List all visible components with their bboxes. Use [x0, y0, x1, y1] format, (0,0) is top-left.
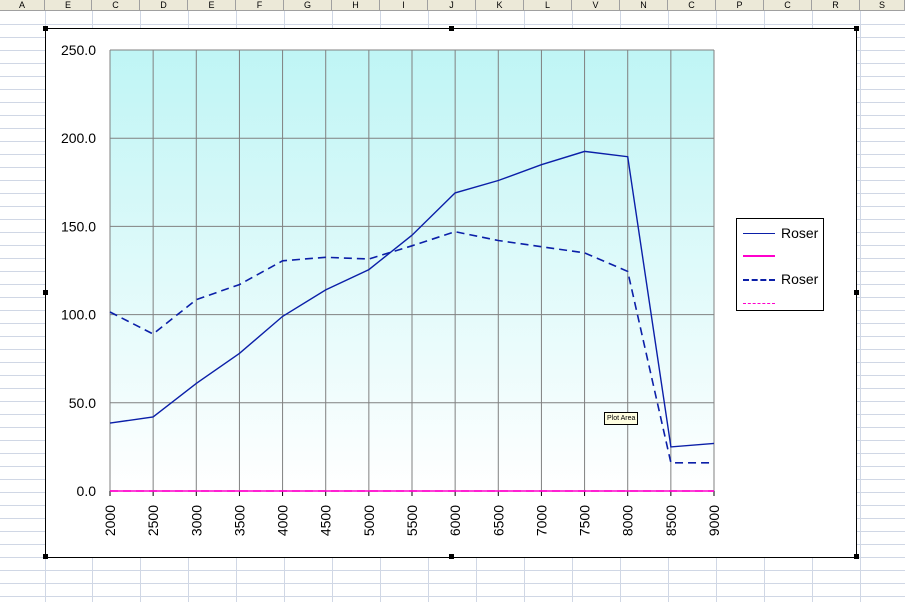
- x-tick-label: 5500: [404, 505, 420, 536]
- column-header[interactable]: A: [0, 0, 45, 11]
- x-tick-label: 7500: [577, 505, 593, 536]
- legend-label: Roser: [781, 225, 819, 241]
- column-header[interactable]: V: [572, 0, 620, 11]
- column-header[interactable]: E: [188, 0, 236, 11]
- x-tick-label: 8500: [663, 505, 679, 536]
- x-tick-label: 7000: [533, 505, 549, 536]
- y-tick-label: 250.0: [61, 42, 96, 58]
- column-header[interactable]: L: [524, 0, 572, 11]
- x-tick-label: 5000: [361, 505, 377, 536]
- resize-handle-right[interactable]: [854, 290, 859, 295]
- legend-item-series-3[interactable]: Roser: [741, 269, 823, 289]
- legend-swatch-solid-blue: [743, 233, 775, 234]
- y-tick-label: 150.0: [61, 218, 96, 234]
- y-tick-label: 200.0: [61, 130, 96, 146]
- column-header[interactable]: H: [332, 0, 380, 11]
- resize-handle-top[interactable]: [449, 26, 454, 31]
- resize-handle-bottom-right[interactable]: [854, 554, 859, 559]
- chart-legend[interactable]: Roser Roser: [736, 218, 824, 311]
- resize-handle-top-right[interactable]: [854, 26, 859, 31]
- column-header[interactable]: C: [92, 0, 140, 11]
- resize-handle-bottom-left[interactable]: [43, 554, 48, 559]
- resize-handle-left[interactable]: [43, 290, 48, 295]
- column-header[interactable]: F: [236, 0, 284, 11]
- column-header[interactable]: D: [140, 0, 188, 11]
- column-header[interactable]: R: [812, 0, 860, 11]
- column-header[interactable]: J: [428, 0, 476, 11]
- column-header[interactable]: G: [284, 0, 332, 11]
- y-tick-label: 100.0: [61, 307, 96, 323]
- x-tick-label: 6500: [490, 505, 506, 536]
- legend-item-series-1[interactable]: Roser: [741, 223, 823, 243]
- x-tick-label: 2500: [145, 505, 161, 536]
- series-line-1-solid[interactable]: [109, 150, 715, 448]
- x-tick-label: 6000: [447, 505, 463, 536]
- column-header[interactable]: I: [380, 0, 428, 11]
- legend-label: Roser: [781, 271, 819, 287]
- x-tick-label: 4000: [275, 505, 291, 536]
- resize-handle-top-left[interactable]: [43, 26, 48, 31]
- column-header[interactable]: E: [45, 0, 92, 11]
- x-tick-label: 9000: [706, 505, 722, 536]
- column-header[interactable]: C: [764, 0, 812, 11]
- legend-item-series-2[interactable]: [741, 245, 823, 265]
- series-line-3-dashed[interactable]: [109, 230, 714, 464]
- y-tick-label: 50.0: [69, 395, 96, 411]
- legend-swatch-dashed-magenta: [743, 303, 775, 304]
- x-tick-label: 3000: [188, 505, 204, 536]
- x-tick-label: 8000: [620, 505, 636, 536]
- x-tick-label: 2000: [102, 505, 118, 536]
- plot-area-tooltip: Plot Area: [604, 412, 639, 425]
- x-tick-label: 3500: [231, 505, 247, 536]
- column-header[interactable]: N: [620, 0, 668, 11]
- legend-swatch-solid-magenta: [743, 255, 775, 257]
- column-header[interactable]: C: [668, 0, 716, 11]
- legend-swatch-dashed-blue: [743, 279, 775, 281]
- x-tick-label: 4500: [318, 505, 334, 536]
- resize-handle-bottom[interactable]: [449, 554, 454, 559]
- legend-item-series-4[interactable]: [741, 293, 823, 313]
- column-header[interactable]: P: [716, 0, 764, 11]
- y-tick-label: 0.0: [77, 483, 97, 499]
- column-header[interactable]: K: [476, 0, 524, 11]
